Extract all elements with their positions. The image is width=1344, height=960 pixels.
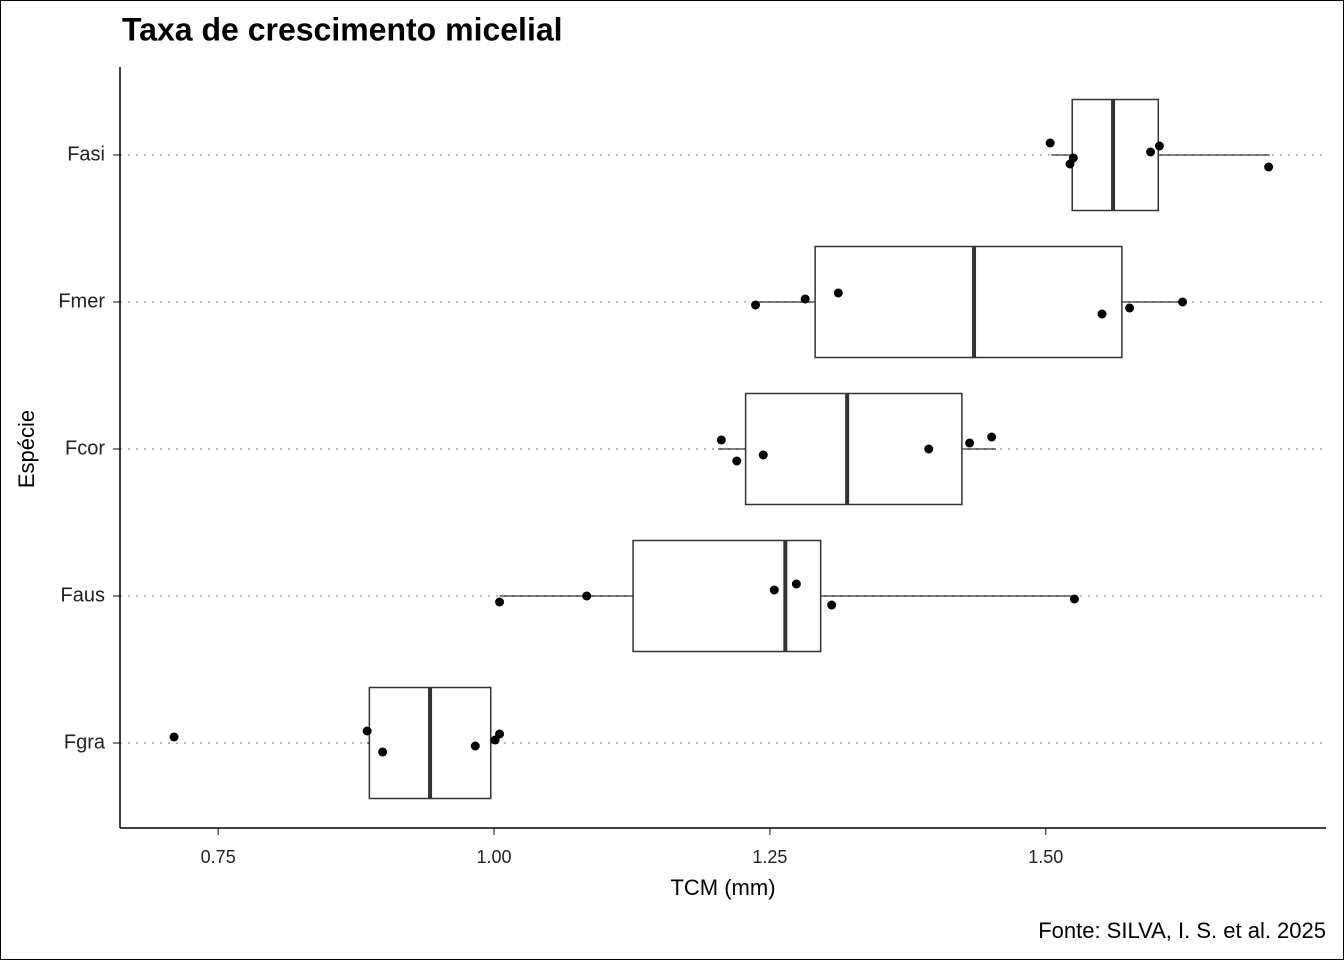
point <box>470 741 480 751</box>
x-tick-label: 1.50 <box>1028 847 1063 867</box>
point <box>1146 147 1156 157</box>
point <box>965 438 975 448</box>
box <box>632 539 822 653</box>
point <box>495 729 505 739</box>
box <box>814 245 1123 359</box>
point <box>751 300 761 310</box>
point <box>833 288 843 298</box>
y-tick-label: Fcor <box>65 437 105 459</box>
point <box>791 579 801 589</box>
point <box>769 585 779 595</box>
x-axis-label: TCM (mm) <box>670 875 775 900</box>
box <box>1071 98 1160 212</box>
point <box>716 435 726 445</box>
point <box>800 294 810 304</box>
point <box>987 432 997 442</box>
x-tick-label: 1.00 <box>477 847 512 867</box>
chart-title: Taxa de crescimento micelial <box>122 11 563 47</box>
y-tick-label: Faus <box>61 584 105 606</box>
point <box>1264 162 1274 172</box>
caption: Fonte: SILVA, I. S. et al. 2025 <box>1038 918 1326 943</box>
point <box>1154 141 1164 151</box>
point <box>362 726 372 736</box>
y-tick-label: Fgra <box>64 731 106 753</box>
x-tick-label: 1.25 <box>752 847 787 867</box>
y-tick-label: Fasi <box>67 143 105 165</box>
y-axis-label: Espécie <box>14 410 39 488</box>
point <box>1045 138 1055 148</box>
point <box>827 600 837 610</box>
point <box>924 444 934 454</box>
x-tick-label: 0.75 <box>201 847 236 867</box>
point <box>378 747 388 757</box>
point <box>1068 153 1078 163</box>
y-tick-label: Fmer <box>58 290 105 312</box>
point <box>582 591 592 601</box>
point <box>1125 303 1135 313</box>
point <box>1178 297 1188 307</box>
point <box>495 597 505 607</box>
point <box>758 450 768 460</box>
point <box>1069 594 1079 604</box>
point <box>1097 309 1107 319</box>
point <box>169 732 179 742</box>
point <box>732 456 742 466</box>
